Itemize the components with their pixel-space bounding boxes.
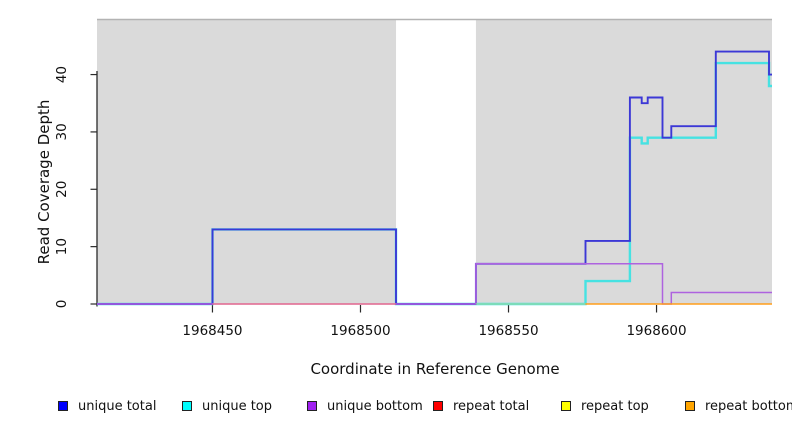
legend-label: unique total — [78, 398, 157, 414]
legend-swatch-icon — [433, 401, 443, 411]
legend-entry-repeat-top: repeat top — [561, 398, 649, 414]
x-tick-label: 1968500 — [330, 323, 390, 339]
y-tick-label: 20 — [54, 181, 70, 198]
shaded-region — [475, 19, 772, 305]
legend-entry-unique-top: unique top — [182, 398, 273, 414]
shaded-region — [97, 19, 397, 305]
legend-swatch-icon — [685, 401, 695, 411]
legend-swatch-icon — [561, 401, 571, 411]
series-line-unique-total — [97, 50, 772, 305]
legend-swatch-icon — [182, 401, 192, 411]
legend-label: unique top — [202, 398, 273, 414]
x-tick-label: 1968450 — [182, 323, 242, 339]
y-axis-title: Read Coverage Depth — [35, 99, 53, 265]
y-tick-label: 30 — [54, 123, 70, 140]
legend-entry-unique-total: unique total — [58, 398, 157, 414]
y-tick-label: 40 — [54, 66, 70, 83]
legend-entry-repeat-bottom: repeat bottom — [685, 398, 792, 414]
legend-label: unique bottom — [327, 398, 423, 414]
y-tick-label: 0 — [54, 300, 70, 309]
legend-label: repeat total — [453, 398, 530, 414]
series-line-unique-bottom — [97, 263, 772, 305]
x-tick-label: 1968600 — [626, 323, 686, 339]
legend-swatch-icon — [58, 401, 68, 411]
x-tick-label: 1968550 — [478, 323, 538, 339]
legend-entry-unique-bottom: unique bottom — [307, 398, 423, 414]
legend-entry-repeat-total: repeat total — [433, 398, 530, 414]
y-tick-label: 10 — [54, 238, 70, 255]
legend-label: repeat bottom — [705, 398, 792, 414]
x-axis-title: Coordinate in Reference Genome — [310, 360, 560, 378]
legend-label: repeat top — [581, 398, 649, 414]
legend-swatch-icon — [307, 401, 317, 411]
